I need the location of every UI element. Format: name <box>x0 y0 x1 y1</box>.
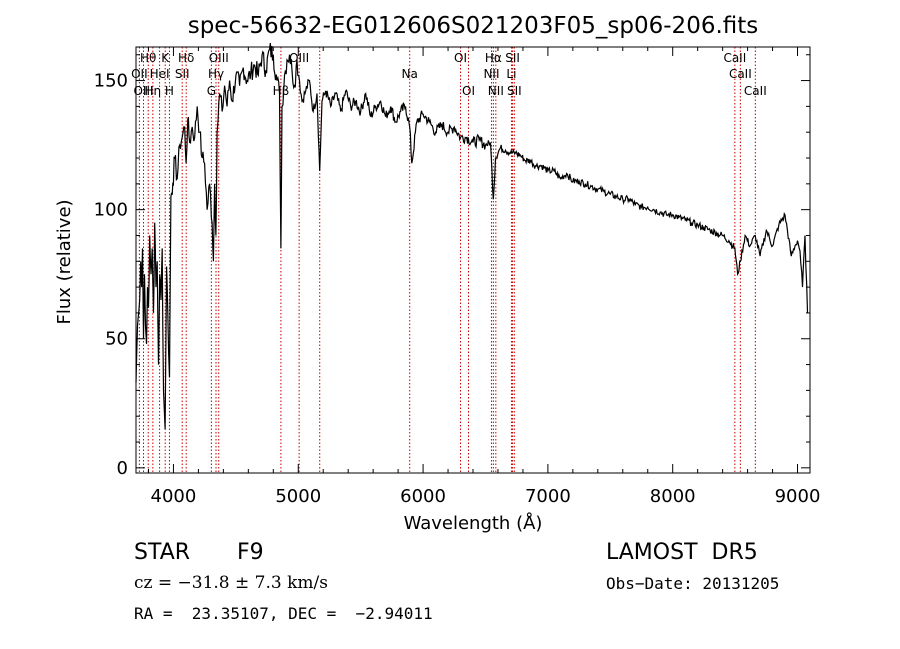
y-tick-label: 50 <box>105 329 128 350</box>
line-label: SII <box>505 51 520 65</box>
line-label: OI <box>454 51 467 65</box>
line-label: Hδ <box>178 51 194 65</box>
y-axis: 0 50 100 150 <box>94 54 810 479</box>
line-label: OII <box>131 67 148 81</box>
x-tick-label: 9000 <box>775 486 821 507</box>
spectral-line-markers <box>138 47 756 473</box>
line-label: Hη <box>145 84 162 98</box>
x-tick-label: 5000 <box>275 486 321 507</box>
line-label: CaII <box>744 84 767 98</box>
y-tick-label: 0 <box>117 458 128 479</box>
line-label: K <box>161 51 170 65</box>
line-label: Hθ <box>140 51 156 65</box>
line-label: Hγ <box>208 67 224 81</box>
x-axis: 4000 5000 6000 7000 8000 9000 <box>147 47 821 507</box>
line-label: H <box>165 84 174 98</box>
y-tick-label: 100 <box>94 200 128 221</box>
line-label: HeI <box>150 67 170 81</box>
x-tick-label: 7000 <box>525 486 571 507</box>
line-label: CaII <box>723 51 746 65</box>
subclass: F9 <box>237 540 264 565</box>
line-label: Li <box>506 67 516 81</box>
line-label: OIII <box>133 84 153 98</box>
line-label: SII <box>175 67 190 81</box>
spectrum-chart: spec-56632-EG012606S021203F05_sp06-206.f… <box>54 13 821 534</box>
observation-date: Obs−Date: 20131205 <box>606 574 780 593</box>
x-tick-label: 4000 <box>151 486 197 507</box>
coordinates: RA = 23.35107, DEC = −2.94011 <box>134 604 433 623</box>
chart-title: spec-56632-EG012606S021203F05_sp06-206.f… <box>188 13 759 39</box>
object-type: STAR <box>134 540 191 565</box>
line-label: OIII <box>289 51 309 65</box>
x-tick-label: 8000 <box>650 486 696 507</box>
line-label: CaII <box>729 67 752 81</box>
line-label: OI <box>462 84 475 98</box>
x-axis-label: Wavelength (Å) <box>404 512 543 534</box>
redshift-velocity: cz = −31.8 ± 7.3 km/s <box>134 573 328 593</box>
line-label: Hα <box>485 51 502 65</box>
line-label: SII <box>507 84 522 98</box>
line-label: G <box>207 84 216 98</box>
line-label: Na <box>402 67 418 81</box>
line-label: Hβ <box>273 84 290 98</box>
line-label: NII <box>483 67 499 81</box>
survey-name: LAMOST DR5 <box>606 540 758 565</box>
x-tick-label: 6000 <box>400 486 446 507</box>
line-label: NII <box>488 84 504 98</box>
plot-frame <box>135 46 811 474</box>
y-tick-label: 150 <box>94 71 128 92</box>
y-axis-label: Flux (relative) <box>54 199 75 324</box>
line-label: OIII <box>209 51 229 65</box>
spectrum-line <box>135 42 809 430</box>
